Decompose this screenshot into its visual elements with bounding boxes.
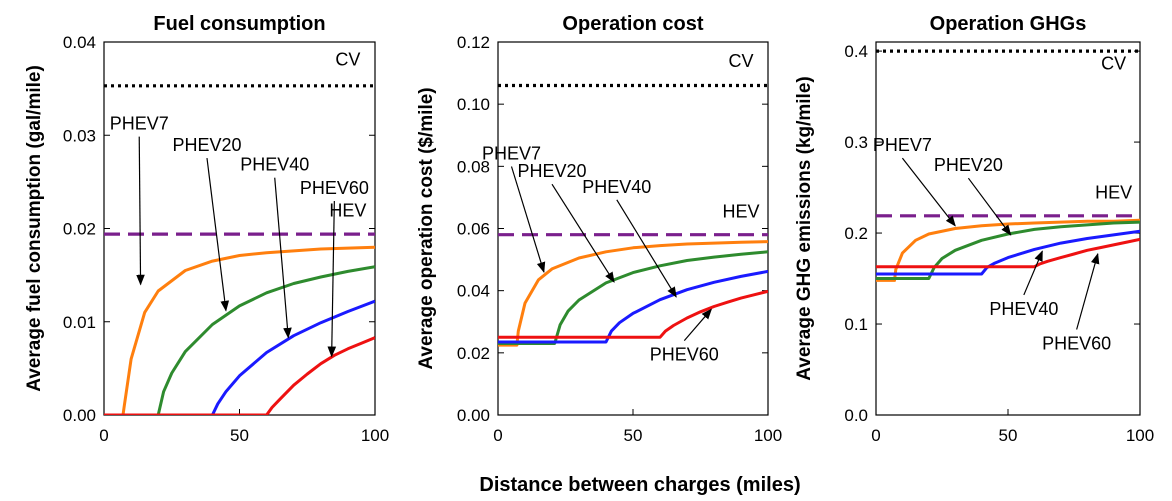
y-tick-label: 0.00 xyxy=(63,406,96,425)
series-line-phev7 xyxy=(104,245,375,415)
annotation-cv: CV xyxy=(728,51,753,71)
y-axis-label: Average GHG emissions (kg/mile) xyxy=(794,76,815,380)
x-tick-label: 0 xyxy=(871,426,880,445)
x-tick-label: 0 xyxy=(99,426,108,445)
series-line-phev60 xyxy=(498,289,768,339)
x-tick-label: 0 xyxy=(493,426,502,445)
x-tick-label: 50 xyxy=(999,426,1018,445)
series-line-phev60 xyxy=(876,237,1140,269)
y-tick-label: 0.01 xyxy=(63,313,96,332)
y-tick-label: 0.04 xyxy=(63,33,96,52)
annotation-phev7: PHEV7 xyxy=(873,135,932,155)
shared-x-axis-label: Distance between charges (miles) xyxy=(479,474,800,496)
x-tick-label: 50 xyxy=(230,426,249,445)
panel-title: Operation GHGs xyxy=(930,13,1087,35)
y-tick-label: 0.03 xyxy=(63,126,96,145)
plot-frame xyxy=(497,41,769,416)
annotation-arrow xyxy=(274,177,292,339)
annotation-phev40: PHEV40 xyxy=(989,299,1058,319)
annotation-arrow xyxy=(967,177,1012,236)
series-line-phev60 xyxy=(104,336,375,415)
series-line-phev40 xyxy=(104,299,375,415)
annotation-hev: HEV xyxy=(722,202,759,222)
annotation-phev60: PHEV60 xyxy=(300,178,369,198)
series-line-phev7 xyxy=(876,218,1140,282)
annotation-arrow xyxy=(683,308,713,341)
panel-title: Operation cost xyxy=(562,13,703,35)
y-tick-label: 0.08 xyxy=(457,157,490,176)
x-tick-label: 100 xyxy=(361,426,389,445)
annotation-arrow xyxy=(206,158,230,312)
annotation-phev20: PHEV20 xyxy=(172,135,241,155)
x-tick-label: 100 xyxy=(754,426,782,445)
series-line-phev20 xyxy=(876,220,1140,280)
y-axis-label: Average operation cost ($/mile) xyxy=(416,87,437,369)
annotation-phev7: PHEV7 xyxy=(482,143,541,163)
y-tick-label: 0.2 xyxy=(844,224,868,243)
series-line-phev7 xyxy=(498,240,768,347)
series-line-phev40 xyxy=(876,229,1140,276)
series-line-phev20 xyxy=(104,265,375,415)
annotation-phev60: PHEV60 xyxy=(1042,333,1111,353)
plot-frame xyxy=(875,41,1141,416)
y-tick-label: 0.12 xyxy=(457,33,490,52)
y-tick-label: 0.06 xyxy=(457,220,490,239)
y-tick-label: 0.0 xyxy=(844,406,868,425)
panel-title: Fuel consumption xyxy=(153,13,325,35)
annotation-arrow xyxy=(901,157,956,227)
annotation-hev: HEV xyxy=(329,200,366,220)
x-tick-label: 50 xyxy=(624,426,643,445)
annotation-arrow xyxy=(136,136,145,286)
annotation-phev60: PHEV60 xyxy=(650,345,719,365)
y-axis-label: Average fuel consumption (gal/mile) xyxy=(24,65,45,392)
annotation-arrow xyxy=(327,200,337,358)
annotation-phev40: PHEV40 xyxy=(240,155,309,175)
y-tick-label: 0.1 xyxy=(844,315,868,334)
annotation-arrow xyxy=(1023,250,1043,296)
y-tick-label: 0.04 xyxy=(457,282,490,301)
y-tick-label: 0.10 xyxy=(457,95,490,114)
series-line-phev20 xyxy=(498,250,768,345)
annotation-arrow xyxy=(510,166,546,274)
panel-1: Fuel consumption Average fuel consumption… xyxy=(24,13,389,445)
annotation-hev: HEV xyxy=(1095,182,1132,202)
annotation-phev20: PHEV20 xyxy=(517,161,586,181)
annotation-cv: CV xyxy=(1101,53,1126,73)
y-tick-label: 0.02 xyxy=(457,344,490,363)
y-tick-label: 0.3 xyxy=(844,133,868,152)
annotation-phev20: PHEV20 xyxy=(934,155,1003,175)
y-tick-label: 0.4 xyxy=(844,42,868,61)
annotation-phev40: PHEV40 xyxy=(582,177,651,197)
annotation-arrow xyxy=(1076,252,1100,330)
annotation-phev7: PHEV7 xyxy=(110,114,169,134)
y-tick-label: 0.00 xyxy=(457,406,490,425)
annotation-arrow xyxy=(551,183,615,283)
annotation-arrow xyxy=(616,199,677,298)
x-tick-label: 100 xyxy=(1126,426,1154,445)
y-tick-label: 0.02 xyxy=(63,220,96,239)
panel-3: Operation GHGs Average GHG emissions (kg/… xyxy=(794,13,1154,445)
annotation-cv: CV xyxy=(335,49,360,69)
panel-2: Operation cost Average operation cost ($/… xyxy=(416,13,782,445)
